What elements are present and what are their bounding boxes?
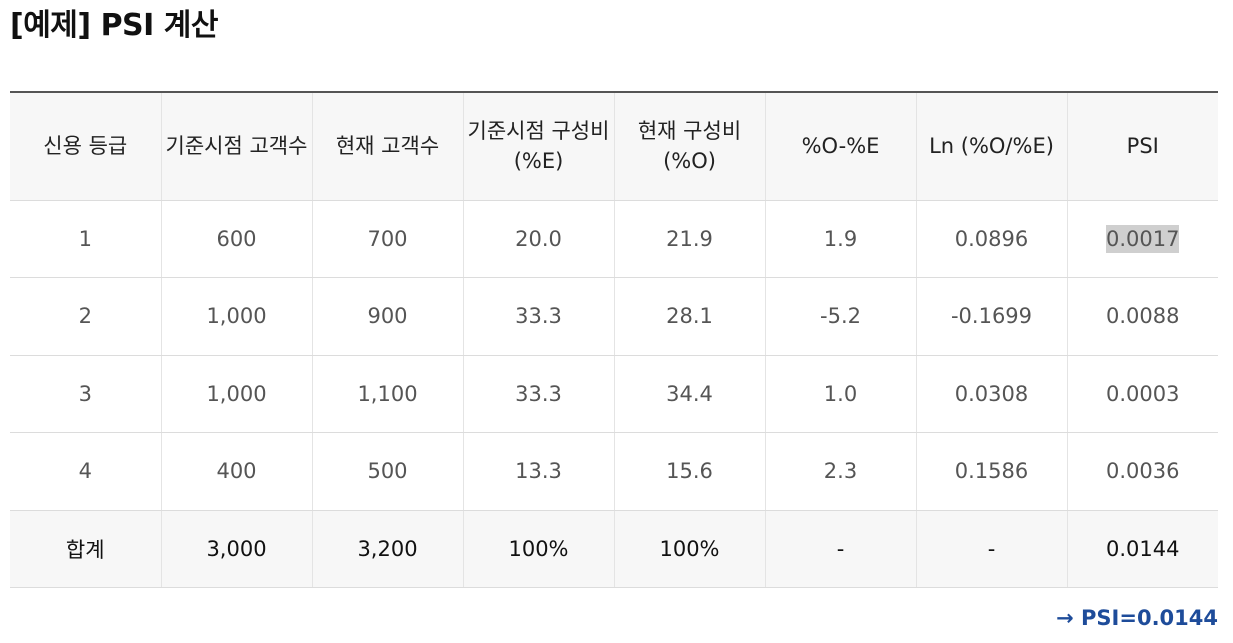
cell-grade: 1 [10, 200, 162, 278]
cell-current-ratio: 15.6 [614, 432, 766, 511]
header-current-ratio: 현재 구성비(%O) [614, 92, 766, 201]
cell-current-customers: 500 [312, 432, 464, 511]
cell-psi: 0.0088 [1067, 277, 1218, 356]
cell-psi: 0.0003 [1067, 355, 1218, 433]
cell-log-ratio: 0.0308 [916, 355, 1068, 433]
cell-psi: 0.0036 [1067, 432, 1218, 511]
cell-log-ratio: 0.1586 [916, 432, 1068, 511]
cell-ratio-diff: -5.2 [765, 277, 917, 356]
table-header-row: 신용 등급 기준시점 고객수 현재 고객수 기준시점 구성비(%E) 현재 구성… [10, 92, 1218, 201]
cell-log-ratio: 0.0896 [916, 200, 1068, 278]
cell-base-ratio: 13.3 [463, 432, 615, 511]
total-base-ratio: 100% [463, 510, 615, 588]
cell-current-ratio: 34.4 [614, 355, 766, 433]
cell-base-customers: 600 [161, 200, 313, 278]
cell-grade: 3 [10, 355, 162, 433]
total-current-customers: 3,200 [312, 510, 464, 588]
page-title: [예제] PSI 계산 [10, 8, 218, 43]
header-base-ratio: 기준시점 구성비(%E) [463, 92, 615, 201]
cell-ratio-diff: 1.0 [765, 355, 917, 433]
total-ratio-diff: - [765, 510, 917, 588]
cell-grade: 4 [10, 432, 162, 511]
cell-base-ratio: 33.3 [463, 355, 615, 433]
total-base-customers: 3,000 [161, 510, 313, 588]
cell-current-ratio: 21.9 [614, 200, 766, 278]
table-total-row: 합계 3,000 3,200 100% 100% - - 0.0144 [10, 510, 1218, 588]
cell-ratio-diff: 2.3 [765, 432, 917, 511]
header-psi: PSI [1067, 92, 1218, 201]
psi-table: 신용 등급 기준시점 고객수 현재 고객수 기준시점 구성비(%E) 현재 구성… [10, 91, 1218, 588]
header-log-ratio: Ln (%O/%E) [916, 92, 1068, 201]
cell-base-ratio: 33.3 [463, 277, 615, 356]
table-row: 4 400 500 13.3 15.6 2.3 0.1586 0.0036 [10, 432, 1218, 511]
highlighted-value: 0.0017 [1106, 224, 1180, 253]
header-credit-grade: 신용 등급 [10, 92, 162, 201]
psi-result: → PSI=0.0144 [1056, 606, 1218, 630]
header-ratio-diff: %O-%E [765, 92, 917, 201]
cell-current-ratio: 28.1 [614, 277, 766, 356]
cell-psi: 0.0017 [1067, 200, 1218, 278]
header-base-customers: 기준시점 고객수 [161, 92, 313, 201]
total-log-ratio: - [916, 510, 1068, 588]
cell-current-customers: 900 [312, 277, 464, 356]
cell-current-customers: 700 [312, 200, 464, 278]
cell-grade: 2 [10, 277, 162, 356]
cell-log-ratio: -0.1699 [916, 277, 1068, 356]
cell-current-customers: 1,100 [312, 355, 464, 433]
table-row: 3 1,000 1,100 33.3 34.4 1.0 0.0308 0.000… [10, 355, 1218, 433]
cell-ratio-diff: 1.9 [765, 200, 917, 278]
cell-base-customers: 400 [161, 432, 313, 511]
cell-base-customers: 1,000 [161, 355, 313, 433]
cell-base-ratio: 20.0 [463, 200, 615, 278]
header-current-customers: 현재 고객수 [312, 92, 464, 201]
table-row: 2 1,000 900 33.3 28.1 -5.2 -0.1699 0.008… [10, 277, 1218, 356]
total-label: 합계 [10, 510, 162, 588]
total-current-ratio: 100% [614, 510, 766, 588]
cell-base-customers: 1,000 [161, 277, 313, 356]
total-psi: 0.0144 [1067, 510, 1218, 588]
table-row: 1 600 700 20.0 21.9 1.9 0.0896 0.0017 [10, 200, 1218, 278]
